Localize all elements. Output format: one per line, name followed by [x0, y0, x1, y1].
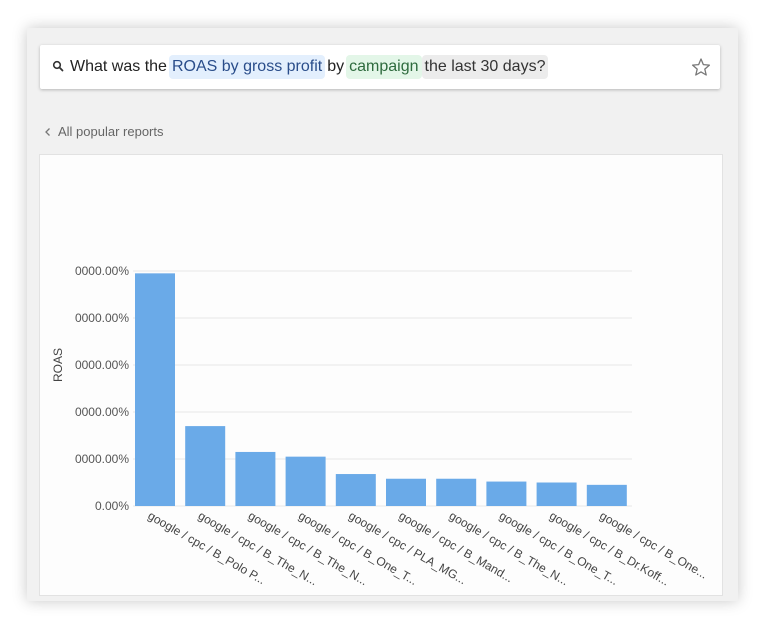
bar: [386, 478, 426, 506]
bar: [486, 481, 527, 506]
bar: [235, 451, 276, 506]
bar: [335, 474, 376, 506]
bar: [185, 426, 226, 506]
query-dimension-chip[interactable]: campaign: [346, 55, 422, 79]
y-tick-label: 0000.00%: [75, 358, 129, 372]
back-to-popular-reports-link[interactable]: All popular reports: [44, 124, 164, 139]
y-tick-label: 0.00%: [95, 499, 129, 513]
report-panel: What was the ROAS by gross profit by cam…: [27, 28, 738, 601]
query-time-chip[interactable]: the last 30 days?: [421, 55, 549, 79]
chevron-left-icon: [45, 127, 50, 136]
query-text: by: [327, 58, 345, 75]
roas-bar-chart: 0.00% 0000.00% 0000.00% 0000.00% 0000.00% 000…: [51, 264, 710, 589]
bar: [586, 484, 627, 506]
query-metric-chip[interactable]: ROAS by gross profit: [168, 55, 326, 79]
y-tick-label: 0000.00%: [75, 311, 129, 325]
y-axis-title: ROAS: [51, 348, 65, 382]
search-bar[interactable]: What was the ROAS by gross profit by cam…: [40, 45, 720, 89]
search-query[interactable]: What was the ROAS by gross profit by cam…: [68, 45, 549, 89]
search-icon: [52, 60, 64, 72]
bar: [285, 456, 326, 506]
y-tick-label: 0000.00%: [75, 452, 129, 466]
query-text: What was the: [70, 58, 167, 75]
star-icon[interactable]: [691, 57, 711, 77]
y-tick-label: 0000.00%: [75, 264, 129, 278]
y-tick-label: 0000.00%: [75, 405, 129, 419]
bar: [436, 478, 477, 506]
bar: [135, 273, 175, 506]
bar: [536, 482, 577, 506]
back-link-label: All popular reports: [58, 124, 164, 139]
chart-card: 0.00% 0000.00% 0000.00% 0000.00% 0000.00% 000…: [39, 154, 723, 596]
